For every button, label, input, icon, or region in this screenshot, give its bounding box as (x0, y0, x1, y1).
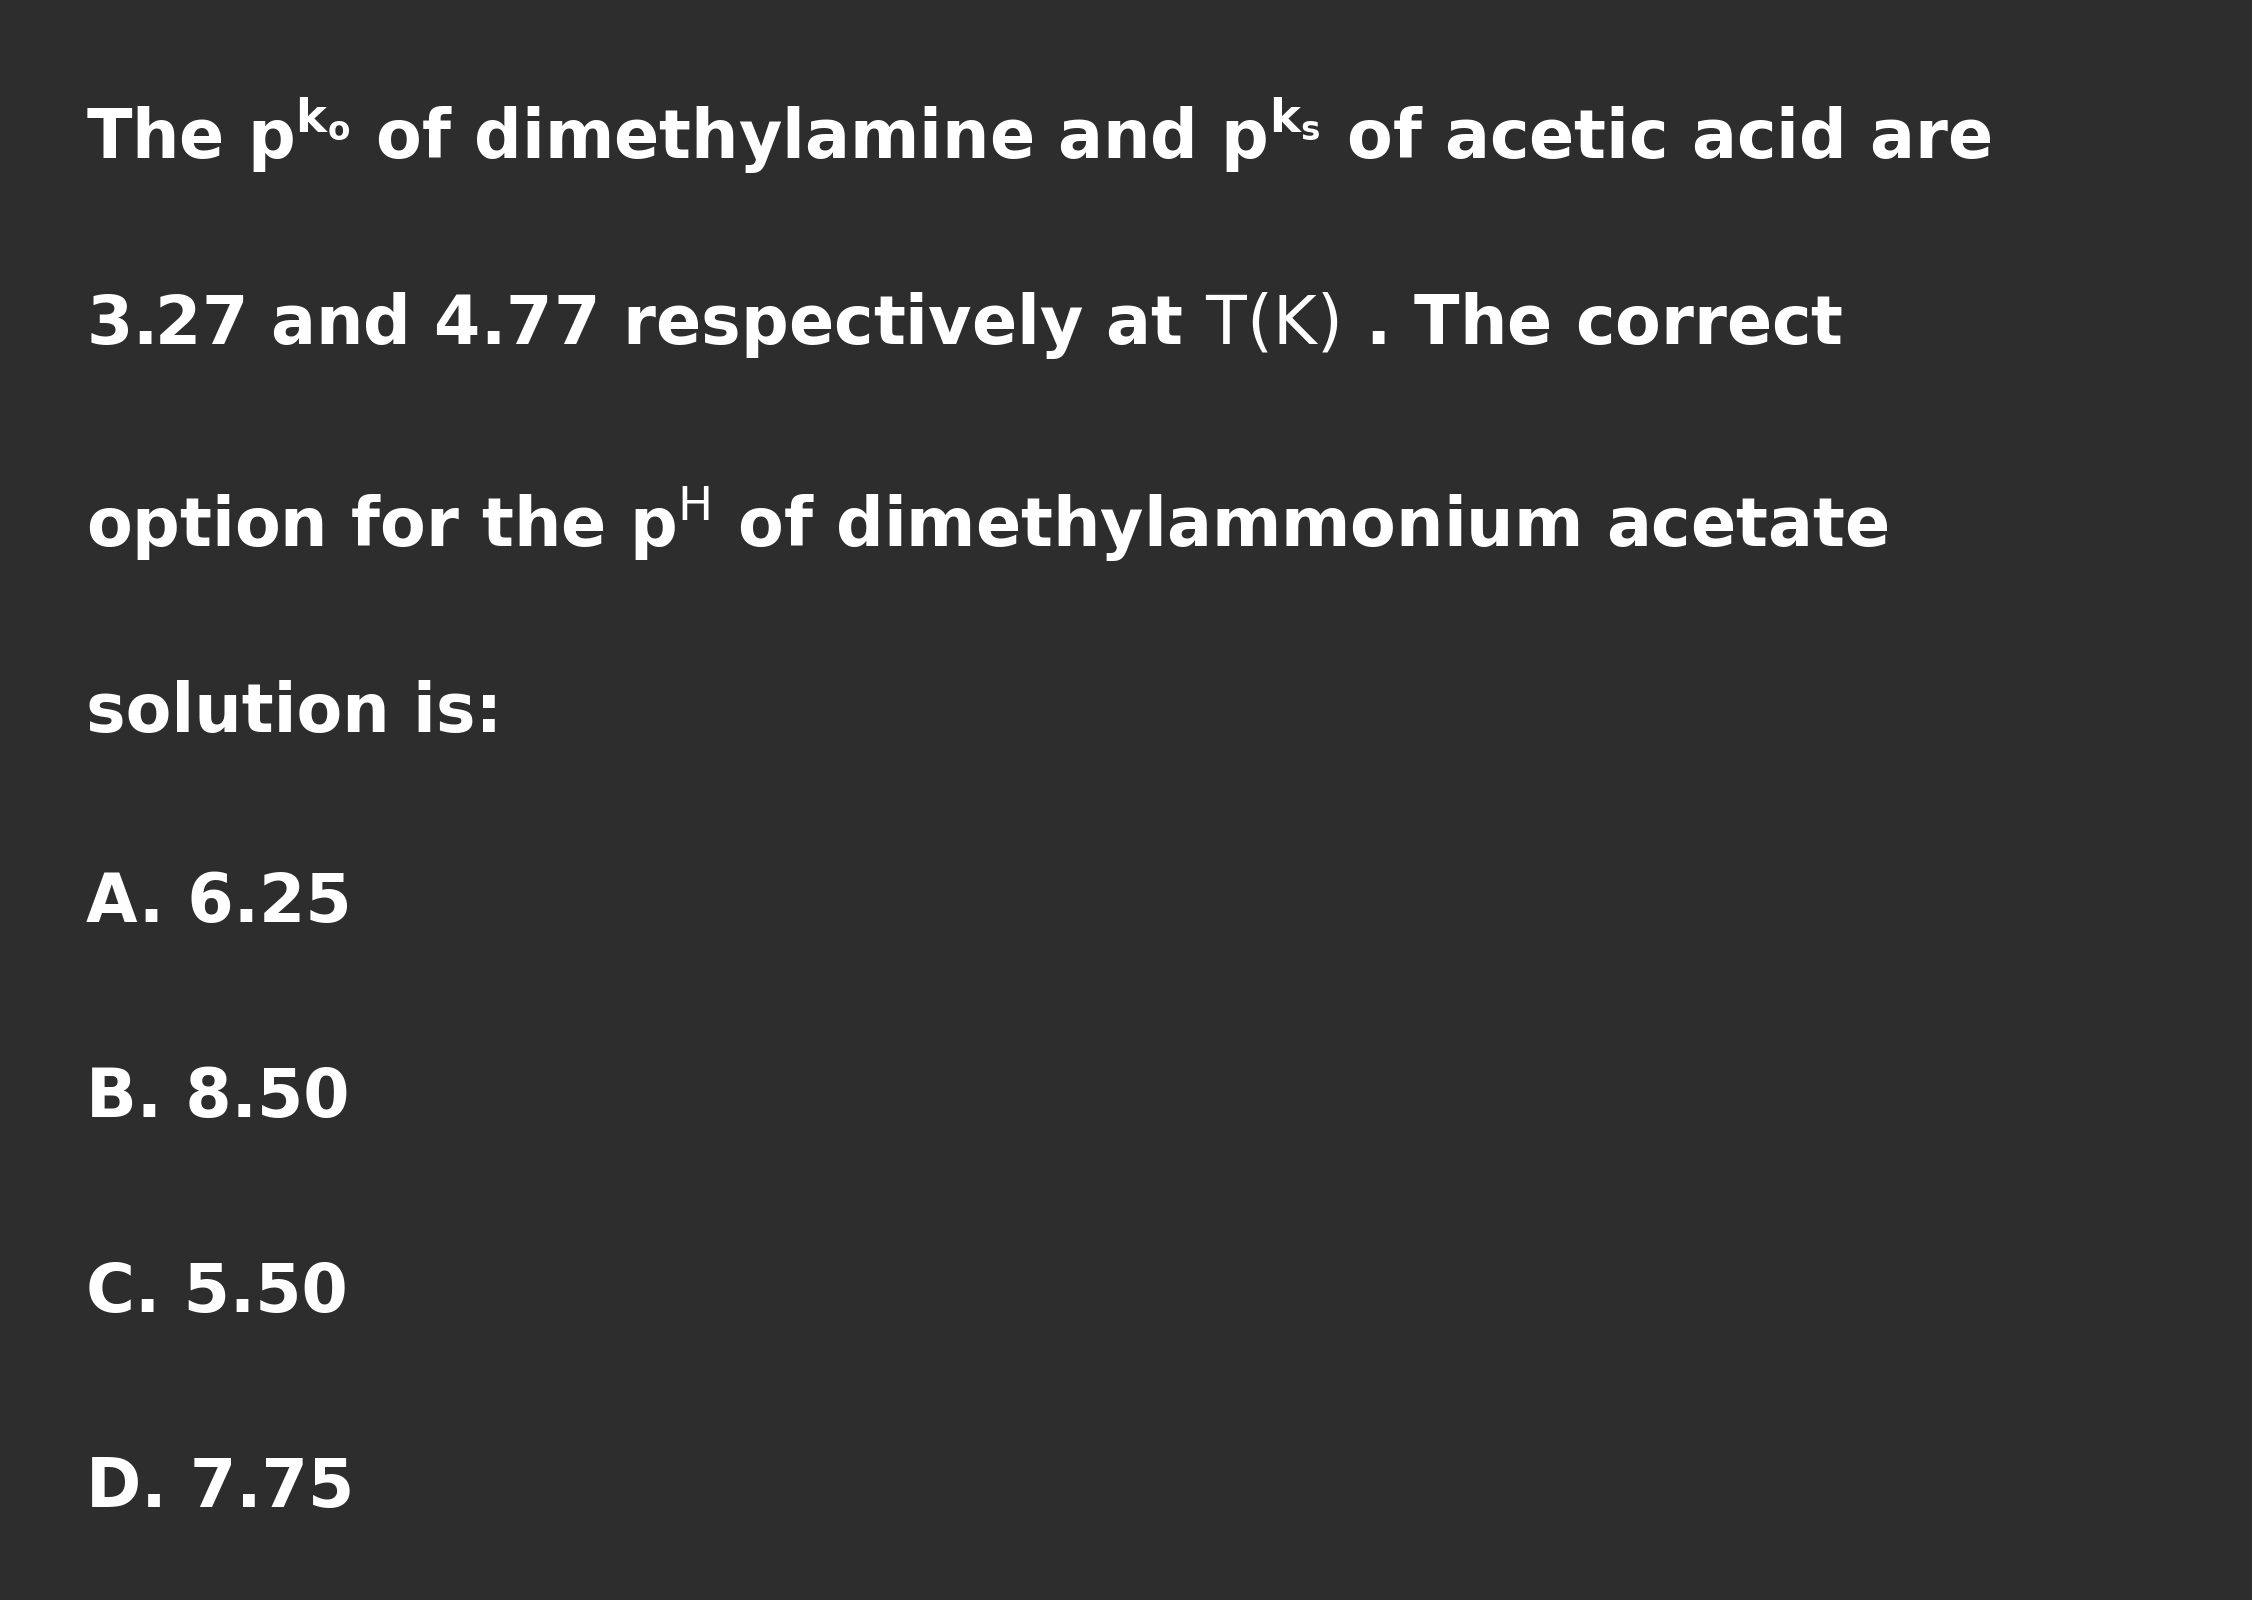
Text: 3.27 and 4.77 respectively at $\mathrm{T(K)}$ . The correct: 3.27 and 4.77 respectively at $\mathrm{T… (86, 290, 1842, 362)
Text: solution is:: solution is: (86, 680, 502, 746)
Text: C. 5.50: C. 5.50 (86, 1261, 347, 1326)
Text: B. 8.50: B. 8.50 (86, 1066, 349, 1131)
Text: The $\mathbf{p}^{\mathbf{k_o}}$ of dimethylamine and $\mathbf{p}^{\mathbf{k_s}}$: The $\mathbf{p}^{\mathbf{k_o}}$ of dimet… (86, 94, 1991, 176)
Text: A. 6.25: A. 6.25 (86, 870, 351, 936)
Text: option for the $\mathbf{p}^{\mathrm{H}}$ of dimethylammonium acetate: option for the $\mathbf{p}^{\mathrm{H}}$… (86, 485, 1887, 565)
Text: D. 7.75: D. 7.75 (86, 1454, 354, 1522)
